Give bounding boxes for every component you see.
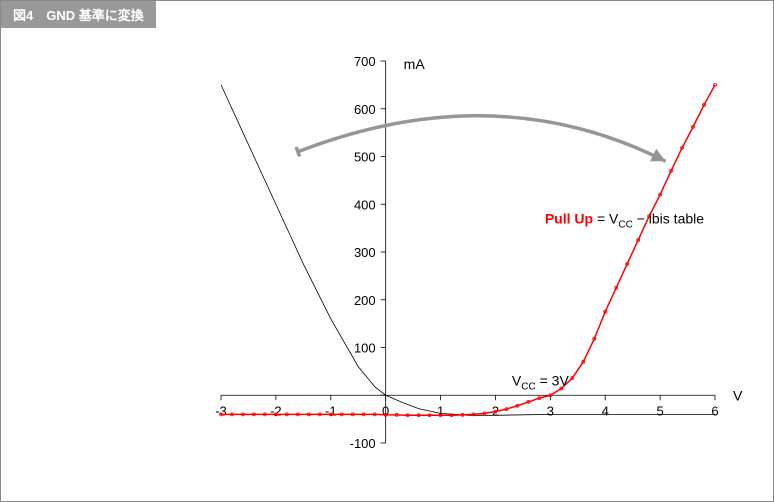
figure-container: 図4 GND 基準に変換 -3-2-10123456-1001002003004… [0, 0, 774, 502]
svg-text:700: 700 [354, 54, 376, 69]
figure-title: 図4 GND 基準に変換 [1, 1, 156, 28]
svg-text:500: 500 [354, 150, 376, 165]
chart-area: -3-2-10123456-100100200300400500600700mA… [21, 41, 753, 481]
svg-text:300: 300 [354, 245, 376, 260]
svg-text:Pull Up = VCC − ibis table: Pull Up = VCC − ibis table [545, 210, 704, 230]
svg-text:-100: -100 [350, 436, 376, 451]
svg-text:mA: mA [404, 56, 426, 72]
svg-text:6: 6 [711, 403, 718, 418]
svg-text:3: 3 [547, 403, 554, 418]
svg-text:200: 200 [354, 293, 376, 308]
svg-text:5: 5 [656, 403, 663, 418]
svg-text:600: 600 [354, 102, 376, 117]
svg-text:V: V [733, 387, 743, 403]
chart-svg: -3-2-10123456-100100200300400500600700mA… [21, 41, 755, 483]
svg-text:100: 100 [354, 341, 376, 356]
svg-text:4: 4 [602, 403, 609, 418]
svg-text:400: 400 [354, 197, 376, 212]
